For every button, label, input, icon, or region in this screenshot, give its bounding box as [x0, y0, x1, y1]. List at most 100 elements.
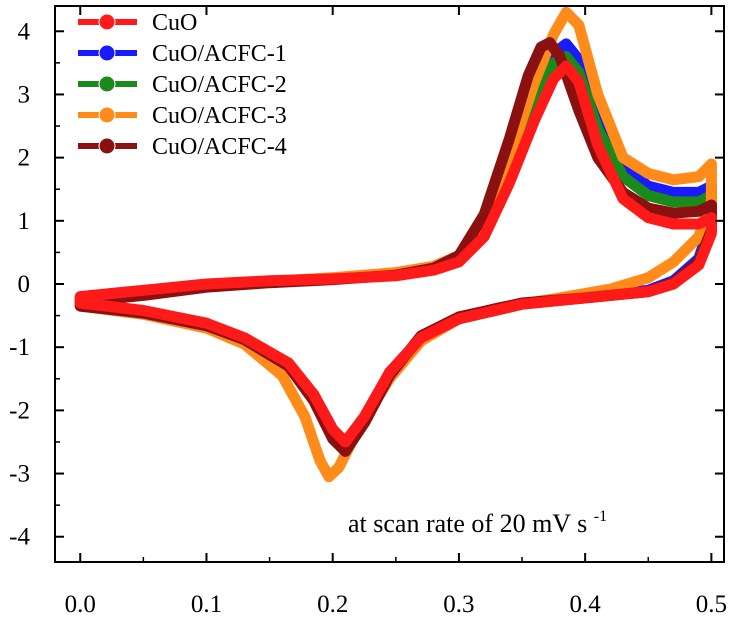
data-point — [265, 276, 274, 285]
data-point — [574, 77, 583, 86]
data-point — [480, 210, 489, 219]
data-point — [619, 153, 627, 162]
legend-marker — [98, 13, 116, 31]
data-point — [335, 463, 343, 472]
data-point — [202, 319, 211, 328]
data-point — [139, 306, 148, 315]
data-point — [669, 188, 678, 197]
data-point — [524, 71, 533, 80]
data-point — [328, 425, 337, 434]
data-point — [391, 271, 400, 280]
data-point — [644, 169, 653, 178]
data-point — [707, 201, 716, 209]
data-point — [669, 209, 678, 218]
scan-rate-annotation: at scan rate of 20 mV s -1 — [348, 508, 607, 538]
series-cuo-acfc-4 — [74, 37, 717, 457]
data-point — [619, 194, 627, 203]
y-tick-label: -2 — [9, 397, 30, 424]
annotation-superscript: -1 — [594, 508, 607, 525]
legend-label: CuO/ACFC-3 — [152, 103, 287, 129]
data-point — [644, 287, 653, 296]
data-point — [278, 371, 287, 380]
axes-layer: 0.0 0.1 0.2 0.3 0.4 0.5 4 3 2 1 0 -1 -2 -3 -4 — [9, 5, 727, 617]
legend-marker — [98, 137, 116, 155]
data-point — [316, 456, 325, 465]
data-point — [644, 213, 653, 222]
data-point — [574, 21, 583, 29]
data-point — [581, 293, 590, 302]
data-point — [619, 172, 627, 181]
y-tick-label: 2 — [18, 145, 31, 172]
data-point — [385, 368, 394, 377]
data-point — [139, 286, 148, 295]
legend-label: CuO/ACFC-1 — [152, 41, 287, 67]
data-point — [341, 438, 350, 446]
y-tick-label: 4 — [18, 18, 31, 45]
series-layer — [74, 6, 717, 483]
legend-item: CuO/ACFC-2 — [78, 72, 287, 98]
data-point — [505, 134, 514, 143]
data-point — [341, 447, 350, 456]
data-point — [555, 52, 564, 61]
x-tick-label: 0.0 — [65, 591, 96, 617]
data-point — [76, 292, 85, 301]
data-point — [429, 266, 438, 275]
data-point — [593, 141, 602, 149]
data-point — [562, 39, 571, 48]
x-tick-label: 0.1 — [191, 591, 222, 617]
data-point — [454, 257, 463, 266]
data-point — [549, 58, 558, 67]
y-tick-label: -4 — [9, 524, 30, 551]
legend-item: CuO/ACFC-3 — [78, 103, 287, 129]
data-point — [454, 314, 463, 323]
legend-item: CuO/ACFC-4 — [78, 134, 287, 160]
data-point — [300, 412, 309, 421]
data-point — [707, 229, 716, 238]
data-point — [574, 106, 583, 115]
legend-item: CuO/ACFC-1 — [78, 41, 287, 67]
data-point — [669, 257, 678, 266]
data-point — [545, 38, 554, 47]
data-point — [694, 220, 703, 228]
data-point — [562, 8, 571, 17]
data-point — [644, 191, 653, 200]
y-tick-label: 3 — [18, 81, 31, 108]
y-tick-label: -1 — [9, 334, 30, 361]
data-point — [694, 207, 703, 216]
data-point — [644, 273, 653, 282]
legend-marker — [98, 44, 116, 62]
legend-label: CuO — [152, 10, 197, 36]
data-point — [309, 390, 318, 399]
data-point — [202, 280, 211, 288]
data-point — [707, 213, 716, 222]
data-point — [328, 274, 337, 283]
data-point — [530, 115, 539, 124]
x-tick-label: 0.3 — [443, 591, 474, 617]
series-cuo — [74, 60, 717, 448]
data-point — [324, 472, 333, 481]
data-point — [694, 232, 703, 241]
legend-marker — [98, 106, 116, 124]
annotation-main: at scan rate of 20 mV s — [348, 509, 587, 538]
data-point — [694, 197, 703, 206]
data-point — [76, 299, 85, 307]
legend-label: CuO/ACFC-4 — [152, 134, 287, 160]
data-point — [669, 280, 678, 288]
data-point — [417, 333, 426, 342]
data-point — [694, 172, 703, 181]
data-point — [518, 300, 526, 309]
data-point — [549, 30, 558, 39]
data-point — [669, 175, 678, 184]
data-point — [360, 412, 369, 421]
data-point — [669, 197, 678, 206]
data-point — [562, 62, 571, 70]
data-point — [669, 220, 678, 228]
data-point — [593, 90, 602, 99]
x-tick-label: 0.4 — [570, 591, 602, 617]
legend-label: CuO/ACFC-2 — [152, 72, 287, 98]
y-tick-label: 0 — [18, 271, 31, 298]
legend: CuO CuO/ACFC-1 CuO/ACFC-2 CuO/ACFC-3 CuO/ACF… — [78, 10, 287, 160]
x-tick-label: 0.2 — [317, 591, 348, 617]
y-tick-label: -3 — [9, 461, 30, 488]
